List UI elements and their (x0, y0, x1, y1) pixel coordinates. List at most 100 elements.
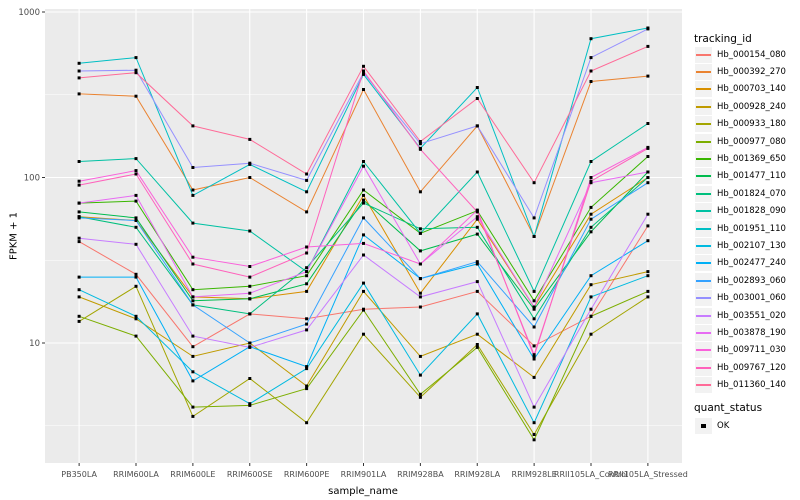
data-point (305, 421, 309, 425)
data-point (248, 176, 252, 179)
data-point (248, 284, 252, 288)
data-point (248, 402, 252, 406)
legend-label: Hb_001828_090 (717, 206, 786, 217)
data-point (305, 178, 309, 182)
data-point (305, 387, 309, 391)
data-point (475, 86, 479, 89)
data-point (134, 242, 138, 246)
data-point (248, 377, 252, 380)
legend-label: Hb_003001_060 (717, 293, 786, 304)
data-point (589, 230, 593, 234)
data-point (362, 188, 365, 192)
data-point (589, 283, 593, 287)
x-tick-label: RRIM600LA (113, 470, 159, 479)
legend-key (695, 151, 712, 168)
data-point (362, 198, 365, 202)
legend-line-icon (696, 175, 711, 178)
legend-line-icon (696, 331, 711, 334)
data-point (305, 365, 309, 369)
data-point (191, 334, 195, 338)
data-point (532, 216, 536, 220)
data-point (475, 260, 479, 264)
legend-label: Hb_001477_110 (717, 171, 786, 182)
x-tick-label: RRIM600SE (227, 470, 273, 479)
legend-item-Hb_000392_270: Hb_000392_270 (695, 63, 786, 81)
legend-line-icon (696, 123, 711, 126)
data-point (191, 379, 195, 383)
data-point (362, 308, 365, 312)
data-point (362, 201, 365, 205)
data-point (134, 275, 138, 279)
data-point (305, 274, 309, 278)
legend-label: Hb_003878_190 (717, 327, 786, 338)
legend-item-Hb_000154_080: Hb_000154_080 (695, 46, 786, 63)
legend-label: Hb_001951_110 (717, 223, 786, 234)
data-point (191, 405, 195, 409)
y-tick-label: 100 (24, 174, 40, 184)
data-point (646, 212, 650, 216)
legend-key (695, 81, 712, 98)
legend-key (695, 342, 712, 359)
y-axis-title: FPKM + 1 (8, 211, 20, 261)
legend-item-Hb_001477_110: Hb_001477_110 (695, 168, 786, 185)
data-point (134, 68, 138, 72)
data-point (77, 314, 81, 318)
legend-key-ok (695, 418, 712, 434)
legend-label: Hb_003551_020 (717, 310, 786, 321)
data-point (77, 319, 81, 323)
y-tick-label: 10 (29, 339, 40, 349)
data-point (305, 172, 309, 176)
data-point (362, 160, 365, 163)
x-tick-label: RRII105LA_Stressed (608, 470, 688, 479)
data-point (191, 221, 195, 225)
data-point (191, 262, 195, 266)
data-point (134, 71, 138, 75)
data-point (475, 312, 479, 316)
data-point (77, 69, 81, 73)
data-point (305, 317, 309, 321)
legend-item-Hb_001824_070: Hb_001824_070 (695, 185, 786, 202)
x-tick-label: RRIM928LE (512, 470, 557, 479)
data-point (305, 245, 309, 249)
data-point (248, 312, 252, 316)
data-point (418, 395, 422, 399)
data-point (418, 249, 422, 253)
data-point (248, 341, 252, 345)
data-point (646, 239, 650, 243)
legend-line-icon (696, 314, 711, 317)
data-point (362, 233, 365, 237)
data-point (134, 199, 138, 203)
legend-line-icon (696, 384, 711, 387)
data-point (305, 190, 309, 194)
legend-item-Hb_002893_060: Hb_002893_060 (695, 272, 786, 289)
data-point (134, 317, 138, 321)
legend-key (695, 203, 712, 220)
legend-item-Hb_000928_240: Hb_000928_240 (695, 98, 786, 115)
legend-item-Hb_003551_020: Hb_003551_020 (695, 307, 786, 324)
legend-key (695, 133, 712, 150)
data-point (589, 217, 593, 221)
data-point (248, 297, 252, 301)
data-point (134, 225, 138, 229)
data-point (418, 295, 422, 299)
legend-key (695, 46, 712, 63)
data-point (362, 289, 365, 293)
legend-key (695, 220, 712, 237)
data-point (362, 71, 365, 75)
legend-tracking-id: Hb_000154_080 Hb_000392_270 Hb_000703_140 H… (695, 46, 786, 394)
data-point (362, 72, 365, 76)
data-point (134, 216, 138, 220)
legend-label: Hb_002107_130 (717, 240, 786, 251)
legend-quant-status: OK (695, 418, 729, 434)
data-point (418, 354, 422, 358)
legend-item-Hb_001951_110: Hb_001951_110 (695, 220, 786, 237)
data-point (475, 170, 479, 174)
data-point (589, 314, 593, 318)
data-point (532, 344, 536, 348)
legend-line-icon (696, 349, 711, 352)
data-point (418, 373, 422, 377)
data-point (418, 190, 422, 194)
x-tick-label: RRIM600LE (170, 470, 215, 479)
data-point (191, 370, 195, 374)
